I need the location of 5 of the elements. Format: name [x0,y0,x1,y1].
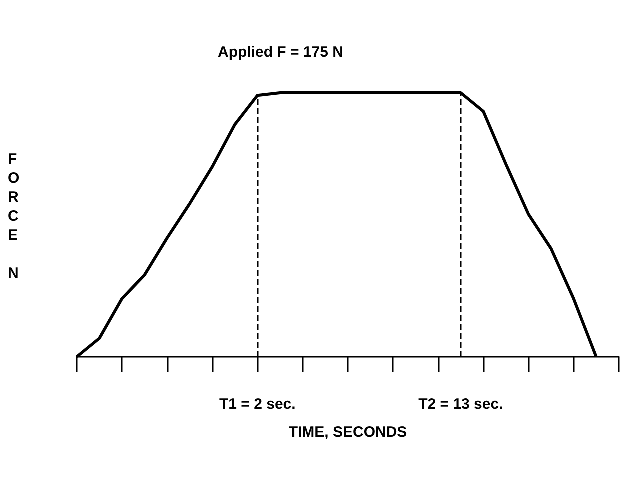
text: Applied F = 175 N [218,44,344,61]
text: T1 = 2 sec. [220,396,296,413]
text: T2 = 13 sec. [418,396,504,413]
text: FORCE N [8,151,20,282]
x-axis-title: TIME, SECONDS [288,424,408,441]
